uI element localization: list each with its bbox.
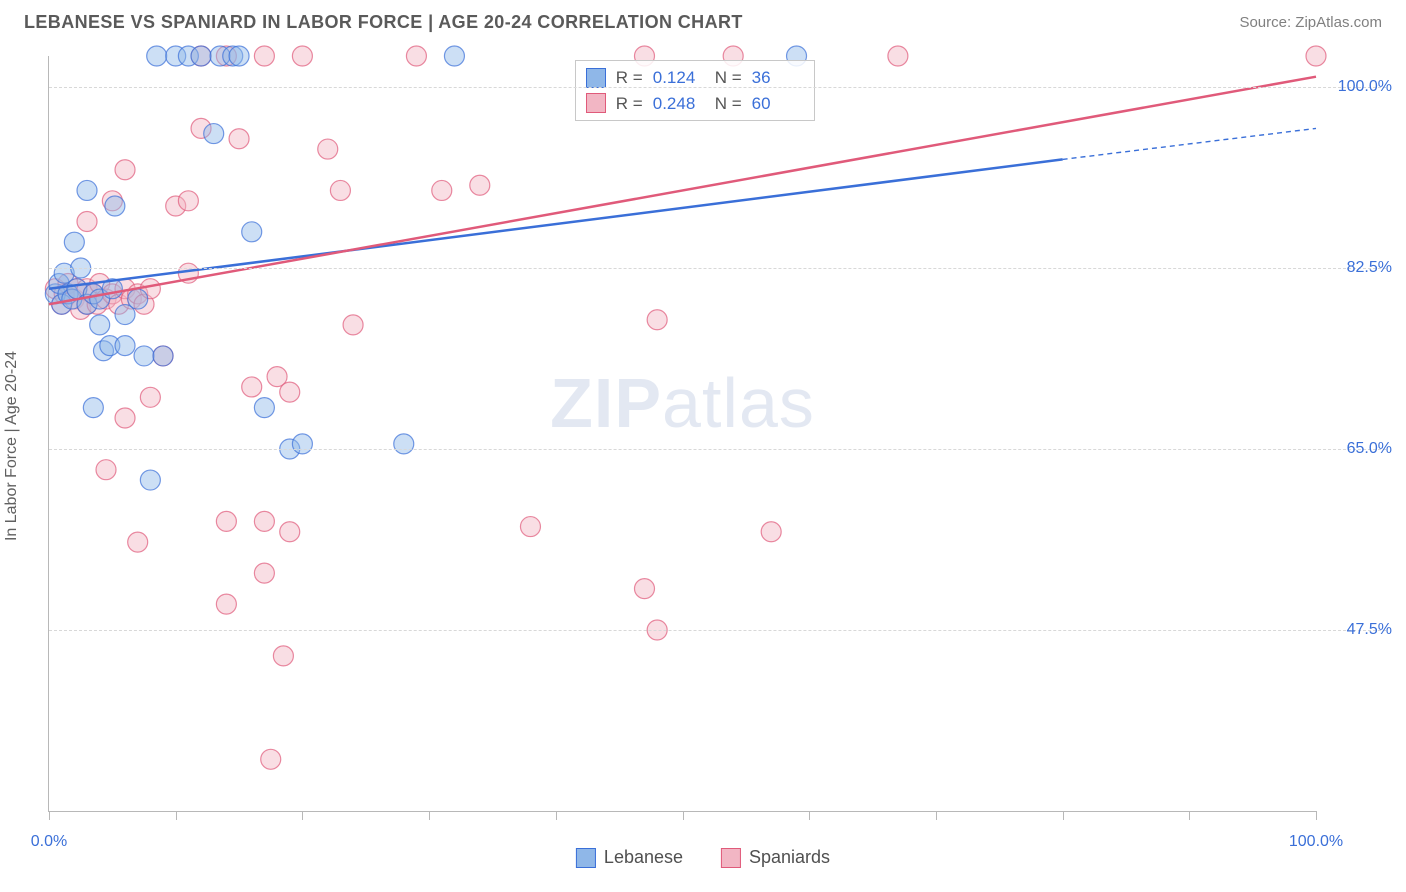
data-point: [254, 511, 274, 531]
data-point: [128, 289, 148, 309]
grid-line: [49, 630, 1386, 631]
data-point: [280, 522, 300, 542]
data-point: [115, 336, 135, 356]
data-point: [254, 46, 274, 66]
x-tick: [556, 811, 557, 820]
data-point: [147, 46, 167, 66]
x-tick: [1189, 811, 1190, 820]
data-point: [96, 460, 116, 480]
data-point: [242, 222, 262, 242]
legend-item: Lebanese: [576, 847, 683, 868]
x-tick: [302, 811, 303, 820]
data-point: [191, 46, 211, 66]
x-tick: [936, 811, 937, 820]
r-value: 0.248: [653, 91, 705, 117]
grid-line: [49, 268, 1386, 269]
legend-swatch: [586, 93, 606, 113]
data-point: [178, 191, 198, 211]
x-tick-label: 100.0%: [1289, 833, 1343, 851]
data-point: [1306, 46, 1326, 66]
data-point: [292, 434, 312, 454]
data-point: [470, 175, 490, 195]
y-axis-label: In Labor Force | Age 20-24: [3, 351, 21, 541]
data-point: [520, 517, 540, 537]
data-point: [432, 180, 452, 200]
y-tick-label: 82.5%: [1324, 259, 1392, 277]
grid-line: [49, 87, 1386, 88]
data-point: [444, 46, 464, 66]
data-point: [115, 160, 135, 180]
trend-line-extrapolated: [1063, 128, 1316, 159]
data-point: [634, 579, 654, 599]
y-tick-label: 65.0%: [1324, 440, 1392, 458]
data-point: [254, 398, 274, 418]
x-tick: [176, 811, 177, 820]
legend-swatch: [586, 68, 606, 88]
data-point: [216, 511, 236, 531]
chart-plot-area: ZIPatlas R =0.124N =36R =0.248N =60 47.5…: [48, 56, 1316, 812]
trend-line: [49, 159, 1063, 288]
data-point: [280, 382, 300, 402]
data-point: [273, 646, 293, 666]
data-point: [888, 46, 908, 66]
data-point: [229, 46, 249, 66]
data-point: [77, 180, 97, 200]
y-tick-label: 47.5%: [1324, 621, 1392, 639]
data-point: [105, 196, 125, 216]
data-point: [83, 398, 103, 418]
data-point: [229, 129, 249, 149]
data-point: [77, 211, 97, 231]
data-point: [216, 594, 236, 614]
data-point: [761, 522, 781, 542]
scatter-plot-svg: [49, 56, 1316, 811]
data-point: [128, 532, 148, 552]
data-point: [153, 346, 173, 366]
legend-label: Spaniards: [749, 847, 830, 868]
y-tick-label: 100.0%: [1324, 78, 1392, 96]
source-label: Source: ZipAtlas.com: [1239, 14, 1382, 31]
x-tick: [683, 811, 684, 820]
legend-swatch: [576, 848, 596, 868]
x-tick: [49, 811, 50, 820]
correlation-stats-legend: R =0.124N =36R =0.248N =60: [575, 60, 815, 121]
data-point: [292, 46, 312, 66]
stats-legend-row: R = 0.248 N = 60: [586, 91, 804, 117]
data-point: [406, 46, 426, 66]
data-point: [115, 408, 135, 428]
r-label: R =: [616, 91, 643, 117]
data-point: [343, 315, 363, 335]
legend-item: Spaniards: [721, 847, 830, 868]
x-tick: [1063, 811, 1064, 820]
x-tick: [1316, 811, 1317, 820]
data-point: [134, 346, 154, 366]
grid-line: [49, 449, 1386, 450]
series-legend: Lebanese Spaniards: [576, 847, 830, 868]
data-point: [254, 563, 274, 583]
x-tick: [429, 811, 430, 820]
data-point: [140, 470, 160, 490]
x-tick-label: 0.0%: [31, 833, 67, 851]
data-point: [140, 387, 160, 407]
data-point: [647, 310, 667, 330]
data-point: [318, 139, 338, 159]
legend-label: Lebanese: [604, 847, 683, 868]
chart-title: LEBANESE VS SPANIARD IN LABOR FORCE | AG…: [24, 12, 743, 33]
n-value: 60: [752, 91, 804, 117]
n-label: N =: [715, 91, 742, 117]
legend-swatch: [721, 848, 741, 868]
data-point: [204, 124, 224, 144]
data-point: [330, 180, 350, 200]
x-tick: [809, 811, 810, 820]
data-point: [242, 377, 262, 397]
data-point: [394, 434, 414, 454]
data-point: [90, 315, 110, 335]
data-point: [261, 749, 281, 769]
data-point: [64, 232, 84, 252]
